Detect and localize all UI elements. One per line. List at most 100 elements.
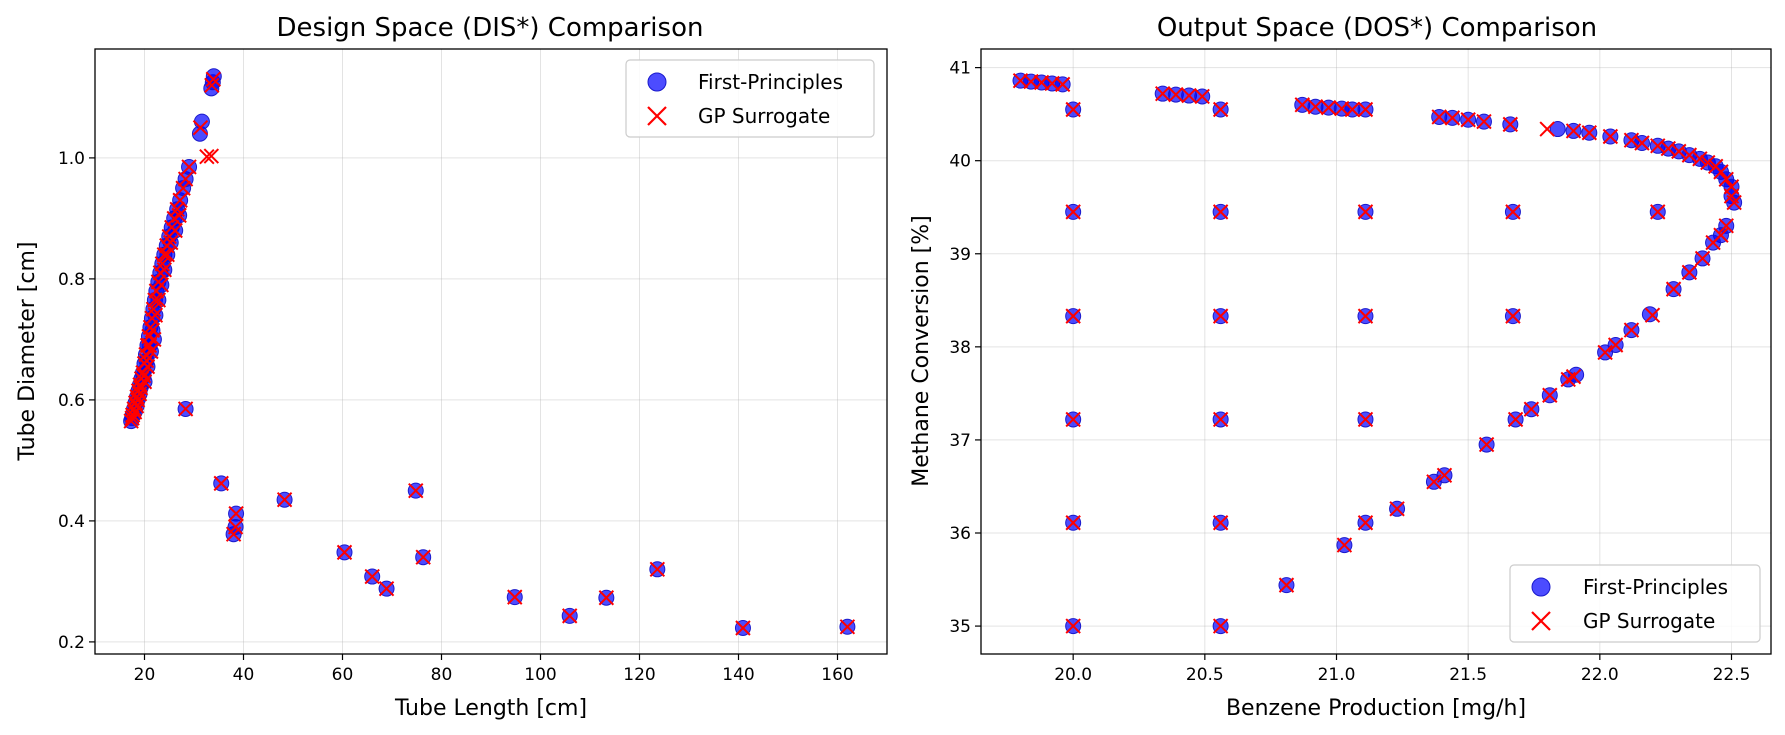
x-tick-label: 120 [623, 665, 655, 685]
gp-surrogate-point [1212, 204, 1229, 220]
x-tick-label: 40 [233, 665, 255, 685]
gp-surrogate-point [1681, 147, 1698, 163]
gp-surrogate-point [735, 620, 751, 636]
gp-surrogate-point [598, 590, 615, 606]
gp-surrogate-point [228, 505, 244, 522]
output-space-chart: Output Space (DOS*) Comparison 20.0 20.5 2… [909, 13, 1772, 721]
y-tick-label: 0.6 [58, 391, 85, 411]
gp-surrogate-point [1523, 401, 1540, 417]
gp-surrogate-point [163, 234, 179, 251]
legend-label-gp-surrogate: GP Surrogate [698, 104, 830, 128]
gp-surrogate-point [1336, 537, 1353, 553]
y-tick-label: 38 [949, 338, 971, 358]
gp-surrogate-point [1357, 204, 1374, 220]
gp-surrogate-point [1692, 151, 1708, 167]
gp-surrogate-point [135, 367, 152, 384]
legend: First-Principles GP Surrogate [625, 59, 875, 138]
gp-surrogate-point [1539, 121, 1555, 137]
gp-surrogate-point [507, 589, 523, 605]
gp-surrogate-point [123, 413, 139, 429]
gp-surrogate-point [156, 262, 173, 278]
y-tick-label: 0.4 [58, 512, 85, 532]
gp-surrogate-point [199, 148, 215, 165]
gp-surrogate-point [378, 580, 395, 597]
gp-surrogate-point [146, 331, 162, 348]
gp-surrogate-point [1212, 308, 1229, 324]
gp-surrogate-point [192, 119, 209, 136]
gp-surrogate-point [1713, 164, 1729, 180]
gp-surrogate-point [1154, 85, 1171, 102]
x-tick-label: 160 [821, 665, 853, 685]
gp-surrogate-point [1278, 577, 1295, 593]
gp-surrogate-point [139, 358, 156, 375]
gp-surrogate-point [1065, 618, 1081, 634]
legend-marker-first-principles [647, 72, 667, 92]
gp-surrogate-point [1194, 88, 1210, 105]
gp-surrogate-point [1431, 109, 1447, 125]
gp-surrogate-point [1357, 101, 1374, 118]
legend-marker-gp-surrogate [1531, 611, 1551, 631]
plot-frame [94, 48, 888, 655]
gp-surrogate-point [205, 71, 222, 87]
x-tick-label: 20.0 [1054, 665, 1092, 685]
legend: First-Principles GP Surrogate [1509, 564, 1761, 643]
x-tick-label: 60 [332, 665, 354, 685]
gp-surrogate-point [1660, 140, 1677, 157]
gp-surrogate-point [1665, 281, 1682, 297]
gp-surrogate-point [1671, 143, 1687, 160]
gp-surrogate-point [1320, 99, 1337, 116]
gp-surrogate-point [1560, 371, 1576, 388]
gp-surrogate-point [159, 246, 175, 263]
gp-surrogate-point [1597, 344, 1613, 361]
x-tick-label: 21.0 [1318, 665, 1356, 685]
chart-title: Output Space (DOS*) Comparison [1157, 13, 1597, 43]
gp-surrogate-point [1460, 112, 1476, 128]
gp-surrogate-point [1065, 515, 1081, 531]
gp-surrogate-point [1294, 97, 1310, 113]
gp-surrogate-point [1357, 308, 1374, 324]
gp-surrogate-point [138, 352, 155, 369]
gp-surrogate-point [408, 482, 424, 499]
gp-surrogate-point [143, 343, 159, 360]
gp-surrogate-point [1694, 250, 1711, 267]
y-tick-label: 41 [949, 59, 971, 79]
legend-label-first-principles: First-Principles [698, 70, 843, 94]
gp-surrogate-point [1065, 101, 1081, 118]
gp-surrogate-point [336, 544, 353, 561]
gp-surrogate-point [172, 192, 188, 208]
x-axis-label: Tube Length [cm] [394, 696, 587, 721]
x-tick-label: 100 [524, 665, 556, 685]
gp-surrogate-point [1344, 101, 1361, 118]
gp-surrogate-point [136, 374, 153, 390]
gp-surrogate-point [1644, 307, 1661, 323]
gp-surrogate-point [167, 222, 183, 239]
gp-surrogate-point [177, 401, 194, 417]
gp-surrogate-point [1650, 138, 1666, 154]
gp-surrogate-point [1181, 87, 1197, 104]
design-space-chart: Design Space (DIS*) Comparison 20 40 60 80 1… [15, 13, 888, 721]
x-tick-label: 22.5 [1713, 665, 1751, 685]
gp-surrogate-point [1507, 411, 1524, 428]
gp-surrogate-point [1065, 308, 1081, 324]
y-tick-label: 0.2 [58, 633, 85, 653]
gp-surrogate-point [415, 549, 431, 565]
gp-surrogate-point [156, 246, 173, 263]
gp-surrogate-point [1726, 194, 1742, 211]
gp-surrogate-point [1681, 264, 1698, 281]
gp-surrogate-point [1476, 113, 1492, 130]
gp-surrogate-point [1212, 101, 1229, 118]
legend-box [625, 59, 875, 138]
y-tick-label: 0.8 [58, 270, 85, 290]
gp-surrogate-point [1357, 515, 1374, 531]
gp-surrogate-point [1505, 308, 1521, 324]
gp-surrogate-point [1634, 135, 1650, 151]
gp-surrogate-point [1065, 204, 1081, 220]
gp-surrogate-point [1602, 128, 1619, 145]
gp-surrogate-point [1718, 218, 1734, 234]
gp-surrogate-point [181, 159, 197, 175]
x-tick-label: 20 [134, 665, 156, 685]
gp-surrogate-point [276, 492, 293, 508]
gp-surrogate-point [1581, 125, 1598, 141]
x-tick-label: 22.0 [1581, 665, 1619, 685]
